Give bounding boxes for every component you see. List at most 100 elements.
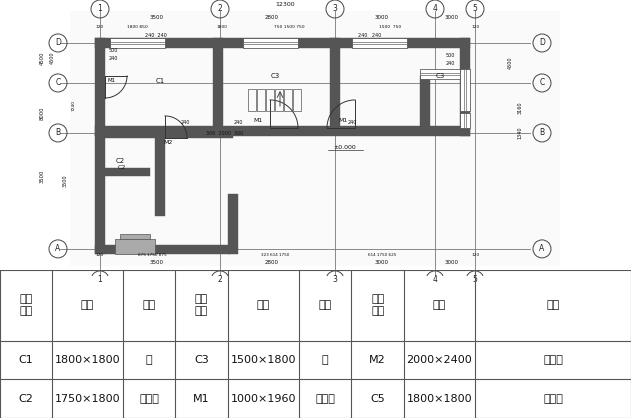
Text: A: A <box>56 245 61 253</box>
Text: D: D <box>539 38 545 48</box>
Text: C1: C1 <box>155 78 165 84</box>
Text: 12300: 12300 <box>275 3 295 8</box>
Text: 3500: 3500 <box>40 169 45 183</box>
Text: 备注: 备注 <box>319 300 332 310</box>
Text: 3000: 3000 <box>445 260 459 265</box>
Text: 4500: 4500 <box>40 51 45 65</box>
Text: 木: 木 <box>146 355 153 365</box>
Text: 323 614 1750: 323 614 1750 <box>261 253 289 257</box>
Text: 铝合金: 铝合金 <box>543 394 563 404</box>
Text: M1: M1 <box>108 79 116 84</box>
Bar <box>293 89 301 111</box>
Bar <box>95 38 105 136</box>
Text: 3000: 3000 <box>445 15 459 20</box>
Text: M2: M2 <box>369 355 386 365</box>
Text: C5: C5 <box>370 394 385 404</box>
Text: 1800 850: 1800 850 <box>127 25 148 29</box>
Text: 3000: 3000 <box>375 15 389 20</box>
Text: 1800: 1800 <box>216 25 228 29</box>
Text: 750 1500 750: 750 1500 750 <box>274 25 304 29</box>
Bar <box>275 89 283 111</box>
Text: 240   240: 240 240 <box>358 33 382 38</box>
Text: ±0.000: ±0.000 <box>334 145 357 150</box>
Bar <box>95 245 230 254</box>
Text: 240: 240 <box>445 61 455 66</box>
Bar <box>105 168 150 176</box>
Text: B: B <box>540 128 545 138</box>
Text: 120: 120 <box>96 253 104 257</box>
Text: 3160: 3160 <box>517 102 522 114</box>
Bar <box>95 134 105 254</box>
Text: 4500: 4500 <box>49 52 54 64</box>
Bar <box>95 126 470 136</box>
Bar <box>352 38 407 48</box>
Text: C3: C3 <box>194 355 209 365</box>
Text: 120: 120 <box>472 253 480 257</box>
Bar <box>420 69 460 79</box>
Text: M1: M1 <box>193 394 210 404</box>
Text: 1340: 1340 <box>517 127 522 139</box>
Text: 尺寸: 尺寸 <box>81 300 94 310</box>
Bar <box>115 239 155 254</box>
Text: A: A <box>540 245 545 253</box>
Text: 1750×1800: 1750×1800 <box>54 394 121 404</box>
Text: M1: M1 <box>338 118 348 123</box>
Bar <box>228 194 238 254</box>
Text: 120: 120 <box>472 25 480 29</box>
Text: C1: C1 <box>18 355 33 365</box>
Text: 2: 2 <box>218 275 222 284</box>
Text: 5: 5 <box>473 275 478 284</box>
Bar <box>420 76 430 128</box>
Text: B: B <box>56 128 61 138</box>
Text: 门窗
代号: 门窗 代号 <box>20 294 32 316</box>
Text: D: D <box>55 38 61 48</box>
Text: 4500: 4500 <box>507 57 512 69</box>
Text: 2800: 2800 <box>265 260 279 265</box>
Text: 7240: 7240 <box>72 100 76 112</box>
Text: 1: 1 <box>98 275 102 284</box>
Text: M1: M1 <box>254 118 262 123</box>
Text: 1: 1 <box>98 5 102 13</box>
Bar <box>155 136 165 216</box>
Text: 2000×2400: 2000×2400 <box>406 355 473 365</box>
Bar <box>460 69 470 111</box>
Text: C3: C3 <box>435 73 445 79</box>
Text: 门窗
代号: 门窗 代号 <box>371 294 384 316</box>
Text: 备注: 备注 <box>546 300 560 310</box>
Text: C3: C3 <box>270 73 280 79</box>
Text: C: C <box>56 79 61 87</box>
Text: C2: C2 <box>115 158 124 164</box>
Text: 2800: 2800 <box>265 15 279 20</box>
Text: 尺寸: 尺寸 <box>433 300 446 310</box>
Text: 500: 500 <box>109 48 118 54</box>
Text: 240: 240 <box>233 120 243 125</box>
Bar <box>70 11 560 266</box>
Text: 1500×1800: 1500×1800 <box>231 355 296 365</box>
Text: C2: C2 <box>118 166 126 171</box>
Text: 铝合金: 铝合金 <box>543 355 563 365</box>
Text: 1800×1800: 1800×1800 <box>406 394 473 404</box>
Text: 1000×1960: 1000×1960 <box>231 394 296 404</box>
Bar <box>266 89 274 111</box>
Text: 614 1750 625: 614 1750 625 <box>368 253 396 257</box>
Text: 1800×1800: 1800×1800 <box>54 355 121 365</box>
Text: 4: 4 <box>433 275 437 284</box>
Text: 5: 5 <box>473 5 478 13</box>
Text: C: C <box>540 79 545 87</box>
Text: 门窗
代号: 门窗 代号 <box>195 294 208 316</box>
Text: 纤维板: 纤维板 <box>316 394 335 404</box>
Text: 3: 3 <box>333 5 338 13</box>
Bar <box>120 234 150 239</box>
Bar <box>460 113 470 128</box>
Text: 3: 3 <box>333 275 338 284</box>
Text: 875 1750 875: 875 1750 875 <box>138 253 167 257</box>
Text: 尺寸: 尺寸 <box>257 300 270 310</box>
Text: C2: C2 <box>18 394 33 404</box>
Text: 240  240: 240 240 <box>145 33 167 38</box>
Text: 3500: 3500 <box>150 260 164 265</box>
Text: 3000: 3000 <box>375 260 389 265</box>
Text: 120: 120 <box>96 25 104 29</box>
Text: 备注: 备注 <box>143 300 156 310</box>
Text: 1500  750: 1500 750 <box>379 25 401 29</box>
Text: 铝合金: 铝合金 <box>139 394 159 404</box>
